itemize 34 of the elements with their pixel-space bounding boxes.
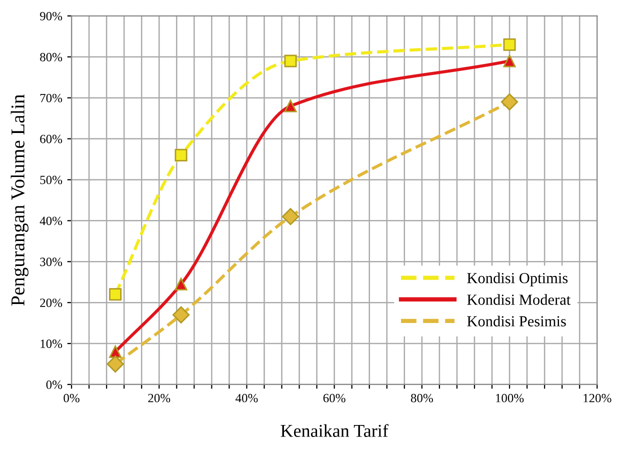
y-tick-label: 70%	[40, 94, 62, 102]
x-tick-label: 80%	[410, 394, 433, 402]
y-tick-label: 0%	[46, 380, 62, 389]
legend-label: Kondisi Optimis	[467, 272, 568, 286]
point	[284, 100, 297, 112]
legend-label: Kondisi Pesimis	[467, 316, 566, 326]
point	[503, 54, 516, 68]
y-tick-label: 50%	[40, 176, 62, 184]
point	[174, 148, 188, 162]
point	[284, 54, 297, 68]
point	[106, 355, 124, 373]
y-tick-label: 80%	[40, 52, 62, 62]
y-tick-label: 20%	[40, 298, 62, 308]
x-tick-label: 40%	[236, 394, 258, 402]
x-tick-label: 100%	[496, 394, 524, 402]
y-tick-label: 10%	[40, 340, 62, 348]
x-tick-label: 120%	[584, 394, 612, 402]
x-axis-title: Kenaikan Tarif	[280, 424, 388, 437]
x-tick-label: 0%	[64, 394, 80, 402]
point	[109, 288, 122, 301]
point	[282, 208, 300, 226]
point	[174, 278, 188, 290]
point	[109, 345, 122, 358]
y-tick-label: 60%	[40, 134, 62, 144]
point	[503, 38, 516, 51]
x-tick-label: 60%	[323, 394, 346, 402]
y-tick-label: 90%	[40, 12, 62, 20]
y-tick-label: 30%	[40, 258, 62, 266]
y-tick-label: 40%	[40, 216, 62, 226]
legend-label: Kondisi Moderat	[467, 294, 571, 305]
y-axis-title: Pengurangan Volume Lalin	[10, 94, 28, 306]
point	[500, 93, 518, 110]
point	[172, 306, 190, 324]
x-tick-label: 20%	[148, 394, 170, 402]
